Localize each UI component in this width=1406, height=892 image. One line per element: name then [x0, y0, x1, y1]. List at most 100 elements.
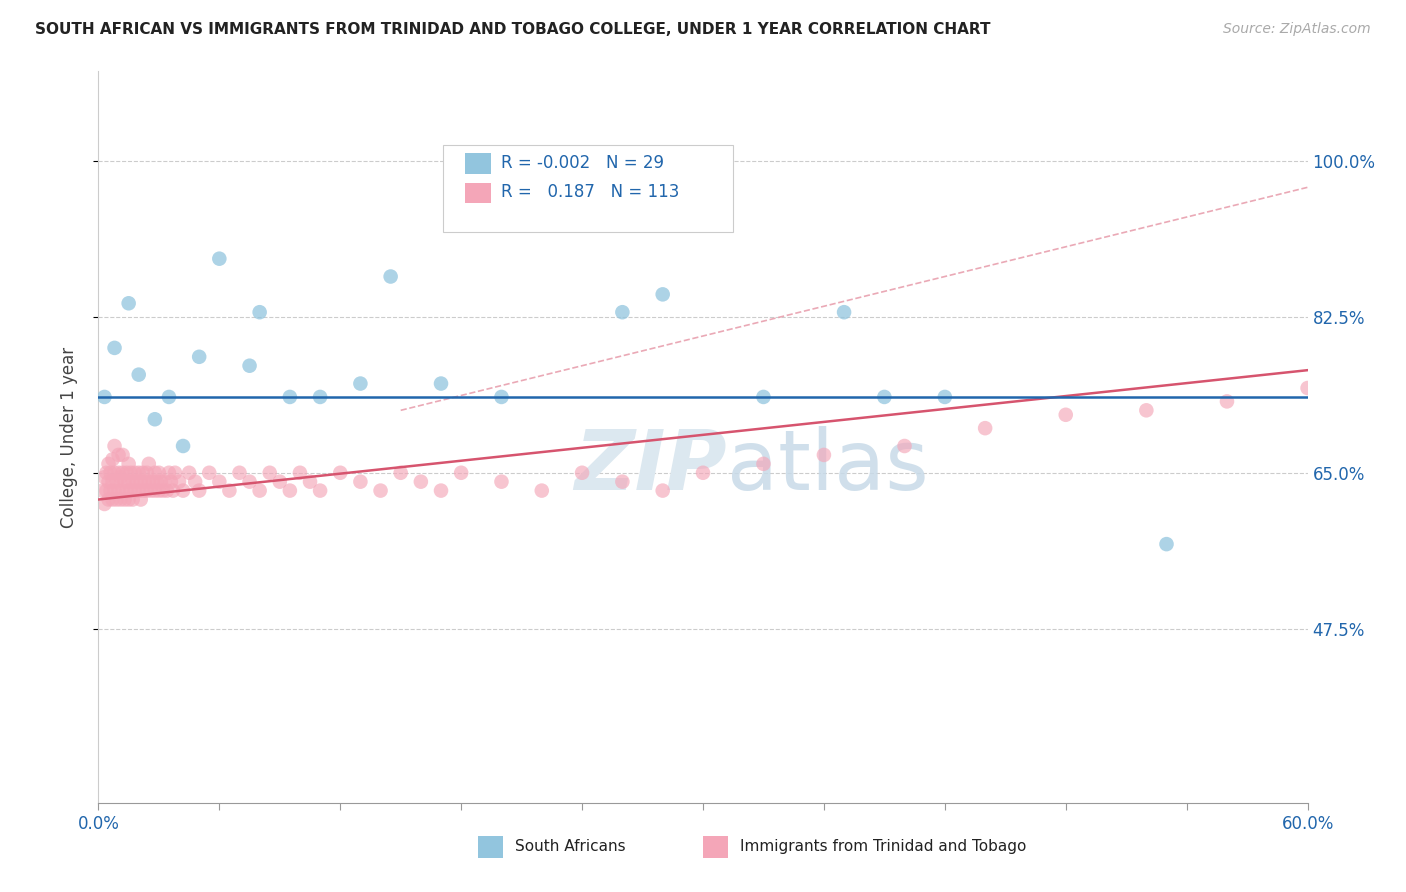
Point: [1135, 403, 1157, 417]
Text: R = -0.002   N = 29: R = -0.002 N = 29: [501, 153, 664, 172]
Point: [612, 305, 634, 319]
Point: [115, 483, 138, 498]
Point: [100, 483, 122, 498]
Point: [114, 492, 136, 507]
Point: [149, 475, 172, 489]
Point: [124, 466, 146, 480]
Point: [111, 466, 134, 480]
Point: [893, 439, 915, 453]
Point: [148, 466, 170, 480]
Point: [128, 368, 150, 382]
Point: [118, 492, 141, 507]
Point: [491, 390, 513, 404]
Point: [110, 470, 132, 484]
Point: [114, 475, 136, 489]
Point: [934, 390, 956, 404]
Point: [278, 483, 301, 498]
Point: [118, 457, 141, 471]
Point: [121, 492, 143, 507]
Point: [188, 350, 211, 364]
Point: [142, 475, 165, 489]
Point: [329, 466, 352, 480]
Text: atlas: atlas: [727, 425, 929, 507]
Point: [278, 390, 301, 404]
Point: [612, 475, 634, 489]
Point: [103, 466, 125, 480]
Point: [132, 466, 155, 480]
Point: [530, 483, 553, 498]
Point: [571, 153, 593, 168]
Point: [107, 483, 129, 498]
Point: [120, 483, 142, 498]
Point: [309, 390, 332, 404]
Point: [128, 466, 150, 480]
Point: [138, 475, 160, 489]
Point: [309, 483, 332, 498]
Point: [409, 475, 432, 489]
Point: [134, 475, 156, 489]
Text: R =   0.187   N = 113: R = 0.187 N = 113: [501, 183, 679, 201]
Point: [873, 390, 896, 404]
Point: [96, 483, 118, 498]
Point: [450, 466, 472, 480]
Point: [139, 483, 162, 498]
Point: [1054, 408, 1077, 422]
Point: [110, 492, 132, 507]
Text: ZIP: ZIP: [575, 425, 727, 507]
Point: [389, 466, 412, 480]
Point: [103, 341, 125, 355]
Point: [103, 483, 125, 498]
Point: [208, 475, 231, 489]
Point: [96, 466, 118, 480]
Text: SOUTH AFRICAN VS IMMIGRANTS FROM TRINIDAD AND TOBAGO COLLEGE, UNDER 1 YEAR CORRE: SOUTH AFRICAN VS IMMIGRANTS FROM TRINIDA…: [35, 22, 991, 37]
Point: [288, 466, 311, 480]
Point: [125, 475, 148, 489]
Point: [167, 475, 190, 489]
Point: [105, 475, 128, 489]
Point: [752, 390, 775, 404]
Point: [118, 475, 141, 489]
Bar: [465, 183, 492, 203]
Point: [370, 483, 392, 498]
Point: [651, 287, 673, 301]
Point: [184, 475, 207, 489]
Point: [143, 466, 166, 480]
Point: [129, 475, 152, 489]
Point: [1216, 394, 1239, 409]
Point: [138, 457, 160, 471]
Point: [107, 466, 129, 480]
Point: [143, 483, 166, 498]
Point: [752, 457, 775, 471]
Point: [651, 483, 673, 498]
Point: [172, 483, 194, 498]
Point: [239, 359, 262, 373]
Point: [97, 457, 120, 471]
Point: [132, 483, 155, 498]
Point: [218, 483, 240, 498]
Point: [103, 439, 125, 453]
Point: [571, 466, 593, 480]
Point: [1296, 381, 1319, 395]
Point: [93, 470, 115, 484]
Point: [1156, 537, 1178, 551]
Point: [832, 305, 855, 319]
Point: [148, 483, 170, 498]
Point: [349, 376, 371, 391]
Point: [107, 448, 129, 462]
Point: [128, 483, 150, 498]
Point: [120, 466, 142, 480]
Point: [93, 390, 115, 404]
Point: [93, 497, 115, 511]
Point: [105, 492, 128, 507]
Point: [491, 475, 513, 489]
Point: [249, 305, 271, 319]
Point: [143, 412, 166, 426]
Point: [124, 483, 146, 498]
Point: [430, 483, 453, 498]
Point: [153, 475, 176, 489]
Point: [269, 475, 291, 489]
Point: [129, 492, 152, 507]
Point: [101, 492, 124, 507]
Point: [1376, 376, 1399, 391]
Point: [91, 483, 114, 498]
